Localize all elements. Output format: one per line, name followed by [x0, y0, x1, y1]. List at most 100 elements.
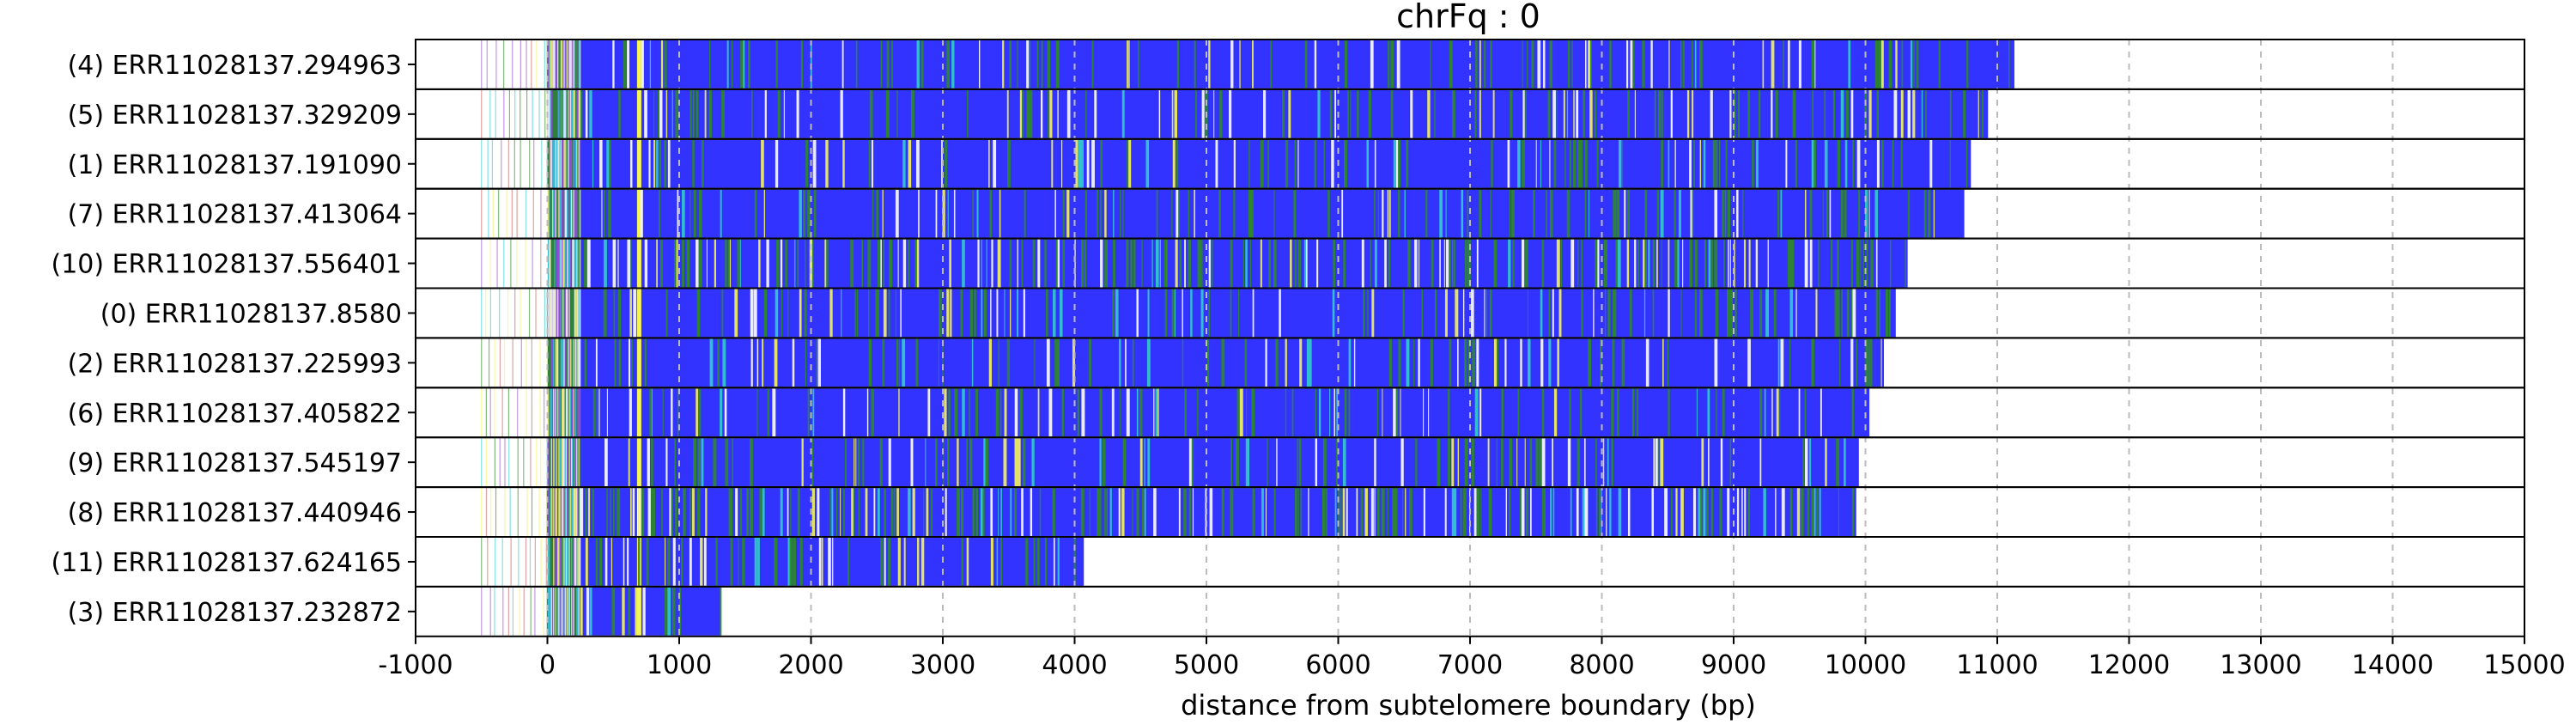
track-stripe — [1677, 239, 1680, 288]
track-stripe — [1014, 438, 1018, 487]
track-stripe — [898, 388, 900, 437]
track-stripe — [1281, 89, 1285, 138]
track-stripe — [729, 239, 732, 288]
track-stripe — [875, 289, 879, 338]
track-stripe — [766, 239, 769, 288]
track-stripe — [1374, 139, 1376, 188]
track-stripe — [1178, 488, 1181, 536]
track-stripe — [649, 388, 652, 437]
track-stripe — [762, 338, 764, 387]
track-stripe — [1905, 239, 1907, 288]
track-stripe — [721, 289, 724, 338]
track-stripe — [627, 538, 629, 586]
x-axis-label: distance from subtelomere boundary (bp) — [1181, 689, 1756, 721]
track-stripe — [1846, 289, 1850, 338]
track-stripe — [1747, 338, 1751, 387]
track-stripe — [1505, 488, 1507, 536]
track-stripe — [1260, 239, 1262, 288]
track-stripe — [1844, 189, 1847, 238]
track-stripe — [1314, 40, 1317, 88]
track-stripe — [775, 139, 779, 188]
track-stripe — [1306, 338, 1309, 387]
track-stripe — [1880, 338, 1882, 387]
track-stripe — [585, 488, 587, 536]
track-stripe — [1650, 40, 1653, 88]
track-stripe — [1714, 338, 1718, 387]
track-stripe — [1252, 488, 1255, 536]
track-stripe — [1464, 239, 1467, 288]
track-stripe — [1248, 438, 1249, 487]
track-stripe — [1618, 139, 1622, 188]
track-stripe — [1725, 139, 1728, 188]
track-stripe — [1265, 488, 1267, 536]
track-stripe — [1759, 388, 1763, 437]
track-stripe — [1520, 338, 1522, 387]
track-stripe — [1172, 139, 1176, 188]
track-stripe — [1393, 139, 1397, 188]
track-stripe — [1743, 239, 1747, 288]
read-label: (8) ERR11028137.440946 — [68, 498, 402, 528]
read-track — [481, 388, 1870, 437]
track-stripe — [1360, 488, 1364, 536]
track-stripe — [1057, 89, 1059, 138]
track-stripe — [1724, 189, 1727, 238]
track-stripe — [1138, 40, 1139, 88]
track-stripe — [1476, 338, 1479, 387]
track-stripe — [1825, 438, 1827, 487]
track-stripe — [1267, 139, 1269, 188]
track-stripe — [1712, 139, 1716, 188]
track-stripe — [1522, 139, 1525, 188]
track-stripe — [1445, 189, 1447, 238]
track-stripe — [1541, 239, 1545, 288]
track-stripe — [1004, 388, 1007, 437]
track-stripe — [1627, 488, 1631, 536]
track-stripe — [1533, 189, 1535, 238]
track-stripe — [1875, 289, 1879, 338]
track-stripe — [1868, 338, 1873, 387]
track-stripe — [1184, 239, 1186, 288]
track-stripe — [1607, 438, 1609, 487]
track-stripe — [1747, 89, 1751, 138]
track-stripe — [1509, 488, 1511, 536]
track-stripe — [1182, 338, 1184, 387]
track-stripe — [942, 338, 944, 387]
track-stripe — [667, 538, 671, 586]
track-stripe — [623, 40, 627, 88]
track-stripe — [1928, 189, 1931, 238]
track-stripe — [702, 139, 704, 188]
x-tick-label: 13000 — [2220, 650, 2301, 680]
track-stripe — [1164, 289, 1168, 338]
track-stripe — [1682, 40, 1685, 88]
track-stripe — [1706, 488, 1709, 536]
track-stripe — [1221, 338, 1225, 387]
track-stripe — [783, 89, 786, 138]
track-stripe — [1309, 338, 1312, 387]
track-stripe — [595, 338, 598, 387]
track-stripe — [1048, 388, 1053, 437]
track-stripe — [1239, 40, 1241, 88]
track-stripe — [1078, 139, 1081, 188]
track-stripe — [1316, 239, 1319, 288]
track-stripe — [993, 139, 997, 188]
track-stripe — [1670, 89, 1673, 138]
track-stripe — [756, 338, 759, 387]
track-stripe — [1006, 89, 1009, 138]
track-stripe — [763, 189, 766, 238]
track-stripe — [1444, 289, 1448, 338]
track-stripe — [1055, 239, 1058, 288]
track-stripe — [1268, 239, 1272, 288]
track-stripe — [1581, 239, 1583, 288]
track-stripe — [1315, 388, 1316, 437]
track-stripe — [1763, 488, 1766, 536]
track-stripe — [660, 40, 664, 88]
track-stripe — [949, 239, 951, 288]
track-stripe — [1327, 189, 1330, 238]
track-stripe — [1838, 488, 1840, 536]
track-stripe — [1215, 139, 1218, 188]
track-stripe — [730, 538, 733, 586]
track-stripe — [1004, 289, 1005, 338]
track-stripe — [703, 538, 707, 586]
track-stripe — [1413, 338, 1415, 387]
track-stripe — [902, 139, 906, 188]
